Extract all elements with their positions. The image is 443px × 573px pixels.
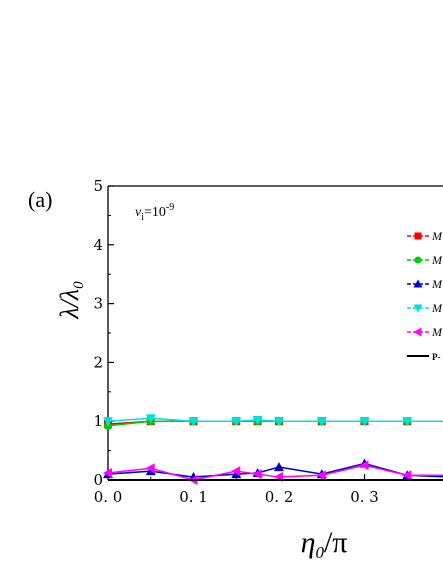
data-point-triangle-left (103, 467, 112, 478)
data-point-triangle-left (402, 470, 412, 481)
data-point-square (414, 232, 422, 240)
legend-label: M (431, 253, 443, 267)
y-axis-title-main: λ/λ (55, 289, 84, 320)
x-tick-label: 0. 1 (179, 488, 208, 506)
data-point-triangle-left (413, 327, 422, 337)
x-axis-title-rest: /π (324, 526, 347, 559)
series-line (107, 464, 443, 481)
data-point-triangle-left (145, 463, 155, 474)
x-tick-label: 0. 0 (94, 488, 123, 506)
annotation-base: v (135, 205, 142, 220)
legend-label: M (431, 301, 443, 315)
legend-item: M (407, 325, 443, 339)
series-line (107, 417, 443, 422)
x-tick-label: 0. 3 (350, 488, 379, 506)
legend-item: M (407, 277, 443, 291)
x-axis-title: η0/π (301, 526, 348, 562)
series-3 (103, 414, 443, 427)
x-tick-label: 0. 2 (265, 488, 294, 506)
y-tick-label: 4 (93, 236, 103, 254)
data-point-triangle-down (359, 417, 370, 427)
legend-label: M (431, 277, 443, 291)
x-axis-title-sub: 0 (315, 543, 324, 562)
data-point-triangle-down (316, 417, 327, 427)
data-point-triangle-down (252, 416, 263, 426)
y-tick-label: 1 (93, 412, 103, 430)
legend-label: M (431, 229, 443, 243)
svg-text:λ/λ0: λ/λ0 (55, 281, 87, 320)
annotation-label: vi=10-9 (135, 202, 174, 223)
data-point-triangle-down (145, 414, 156, 424)
legend-item: M (407, 301, 443, 315)
annotation-mid: =10 (144, 205, 166, 220)
data-point-triangle-up (274, 462, 284, 472)
data-point-triangle-left (252, 469, 262, 480)
legend-item: P- (407, 352, 441, 362)
y-tick-label: 3 (93, 295, 103, 313)
data-point-triangle-down (103, 417, 113, 427)
annotation-sup: -9 (166, 202, 174, 213)
legend-item: M (407, 253, 443, 267)
series-4 (103, 460, 443, 485)
legend-item: M (407, 229, 443, 243)
data-point-triangle-down (274, 417, 284, 427)
y-axis-title-sub: 0 (71, 281, 87, 289)
y-tick-label: 2 (93, 353, 103, 371)
plot-series (103, 414, 443, 485)
legend-label: M (431, 325, 443, 339)
data-point-triangle-down (231, 417, 242, 427)
y-tick-label: 5 (93, 177, 103, 195)
data-point-triangle-left (231, 466, 241, 477)
data-point-triangle-down (402, 417, 413, 427)
legend-label: P- (432, 352, 441, 362)
data-point-circle (414, 256, 422, 264)
data-point-triangle-left (316, 470, 326, 481)
panel-label: (a) (28, 187, 52, 212)
y-axis-title: λ/λ0 (55, 281, 87, 320)
x-axis-title-main: η (301, 526, 316, 559)
annotation-sub: i (141, 212, 144, 223)
data-point-triangle-down (188, 417, 199, 427)
data-point-triangle-up (413, 279, 423, 288)
data-point-triangle-down (413, 304, 423, 313)
y-tick-label: 0 (93, 471, 103, 489)
data-point-triangle-left (359, 460, 369, 471)
